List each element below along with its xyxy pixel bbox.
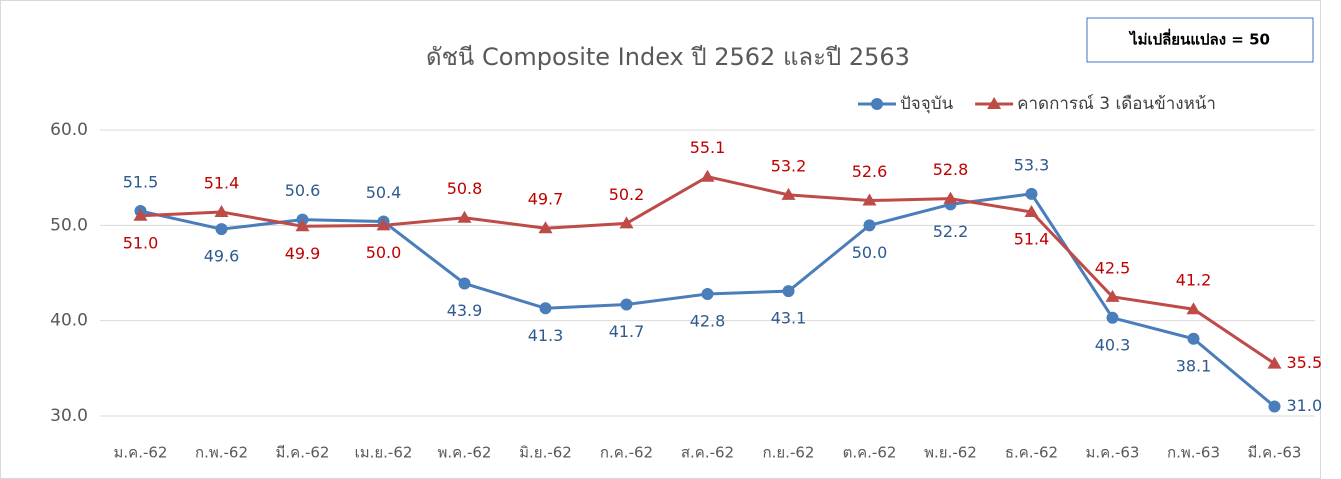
marker	[1268, 400, 1281, 413]
data-label: 41.2	[1176, 271, 1212, 290]
marker	[700, 169, 715, 182]
y-tick-label: 30.0	[50, 406, 88, 426]
data-label: 55.1	[690, 138, 726, 157]
marker	[1187, 332, 1200, 345]
marker	[538, 221, 553, 234]
legend-label: ปัจจุบัน	[900, 94, 954, 114]
data-label: 43.9	[447, 301, 483, 320]
y-tick-label: 50.0	[50, 215, 88, 235]
x-tick-label: มี.ค.-63	[1248, 444, 1302, 462]
data-label: 51.4	[1014, 229, 1050, 248]
x-tick-label: ม.ค.-63	[1086, 444, 1140, 462]
data-label: 52.6	[852, 162, 888, 181]
marker	[782, 285, 795, 298]
data-label: 50.2	[609, 185, 645, 204]
data-label: 42.8	[690, 311, 726, 330]
data-label: 53.2	[771, 156, 807, 175]
marker	[133, 208, 148, 221]
marker	[215, 223, 228, 236]
data-label: 51.0	[123, 233, 159, 252]
x-tick-label: พ.ค.-62	[438, 444, 492, 462]
data-label: 38.1	[1176, 356, 1212, 375]
data-label: 53.3	[1014, 155, 1050, 174]
marker	[943, 191, 958, 204]
marker	[457, 210, 472, 223]
data-label: 31.0	[1287, 396, 1323, 415]
data-label: 49.7	[528, 190, 564, 209]
x-tick-label: ก.พ.-63	[1167, 444, 1220, 462]
x-tick-label: ก.ค.-62	[600, 444, 653, 462]
data-label: 43.1	[771, 309, 807, 328]
marker	[620, 298, 633, 311]
annotation-box	[1086, 17, 1314, 63]
data-label: 41.7	[609, 322, 645, 341]
marker	[214, 204, 229, 217]
marker	[539, 302, 552, 315]
data-label: 51.4	[204, 173, 240, 192]
data-label: 35.5	[1287, 353, 1323, 372]
marker	[1186, 302, 1201, 315]
y-tick-label: 40.0	[50, 311, 88, 331]
data-label: 52.2	[933, 222, 969, 241]
marker	[376, 218, 391, 231]
marker	[1025, 187, 1038, 200]
data-label: 50.6	[285, 181, 321, 200]
x-tick-label: มี.ค.-62	[276, 444, 330, 462]
marker	[862, 193, 877, 206]
x-tick-label: พ.ย.-62	[924, 444, 977, 462]
x-tick-label: ก.ย.-62	[763, 444, 815, 462]
marker	[1106, 311, 1119, 324]
chart-title: ดัชนี Composite Index ปี 2562 และปี 2563	[426, 43, 910, 71]
data-label: 51.5	[123, 173, 159, 192]
marker	[619, 216, 634, 229]
annotation: ไม่เปลี่ยนแปลง = 50	[1128, 29, 1270, 49]
x-tick-label: ส.ค.-62	[681, 444, 734, 462]
marker	[1024, 204, 1039, 217]
marker	[458, 277, 471, 290]
data-label: 41.3	[528, 326, 564, 345]
marker	[781, 187, 796, 200]
data-label: 50.8	[447, 179, 483, 198]
marker	[863, 219, 876, 232]
marker	[701, 287, 714, 300]
marker	[295, 219, 310, 232]
x-tick-label: ธ.ค.-62	[1005, 444, 1058, 462]
marker	[1267, 356, 1282, 369]
legend-label: คาดการณ์ 3 เดือนข้างหน้า	[1017, 94, 1216, 114]
data-label: 52.8	[933, 160, 969, 179]
x-tick-label: ต.ค.-62	[843, 444, 897, 462]
data-label: 50.0	[852, 243, 888, 262]
x-tick-label: ม.ค.-62	[114, 444, 168, 462]
y-tick-label: 60.0	[50, 120, 88, 140]
x-tick-label: ก.พ.-62	[195, 444, 248, 462]
legend-marker	[871, 98, 883, 110]
legend-marker	[987, 97, 1002, 109]
data-label: 50.0	[366, 243, 402, 262]
marker	[1105, 289, 1120, 302]
data-label: 42.5	[1095, 258, 1131, 277]
x-tick-label: มิ.ย.-62	[519, 444, 572, 462]
data-label: 49.6	[204, 247, 240, 266]
data-label: 49.9	[285, 244, 321, 263]
data-label: 50.4	[366, 183, 402, 202]
x-tick-label: เม.ย.-62	[355, 444, 413, 462]
data-label: 40.3	[1095, 335, 1131, 354]
